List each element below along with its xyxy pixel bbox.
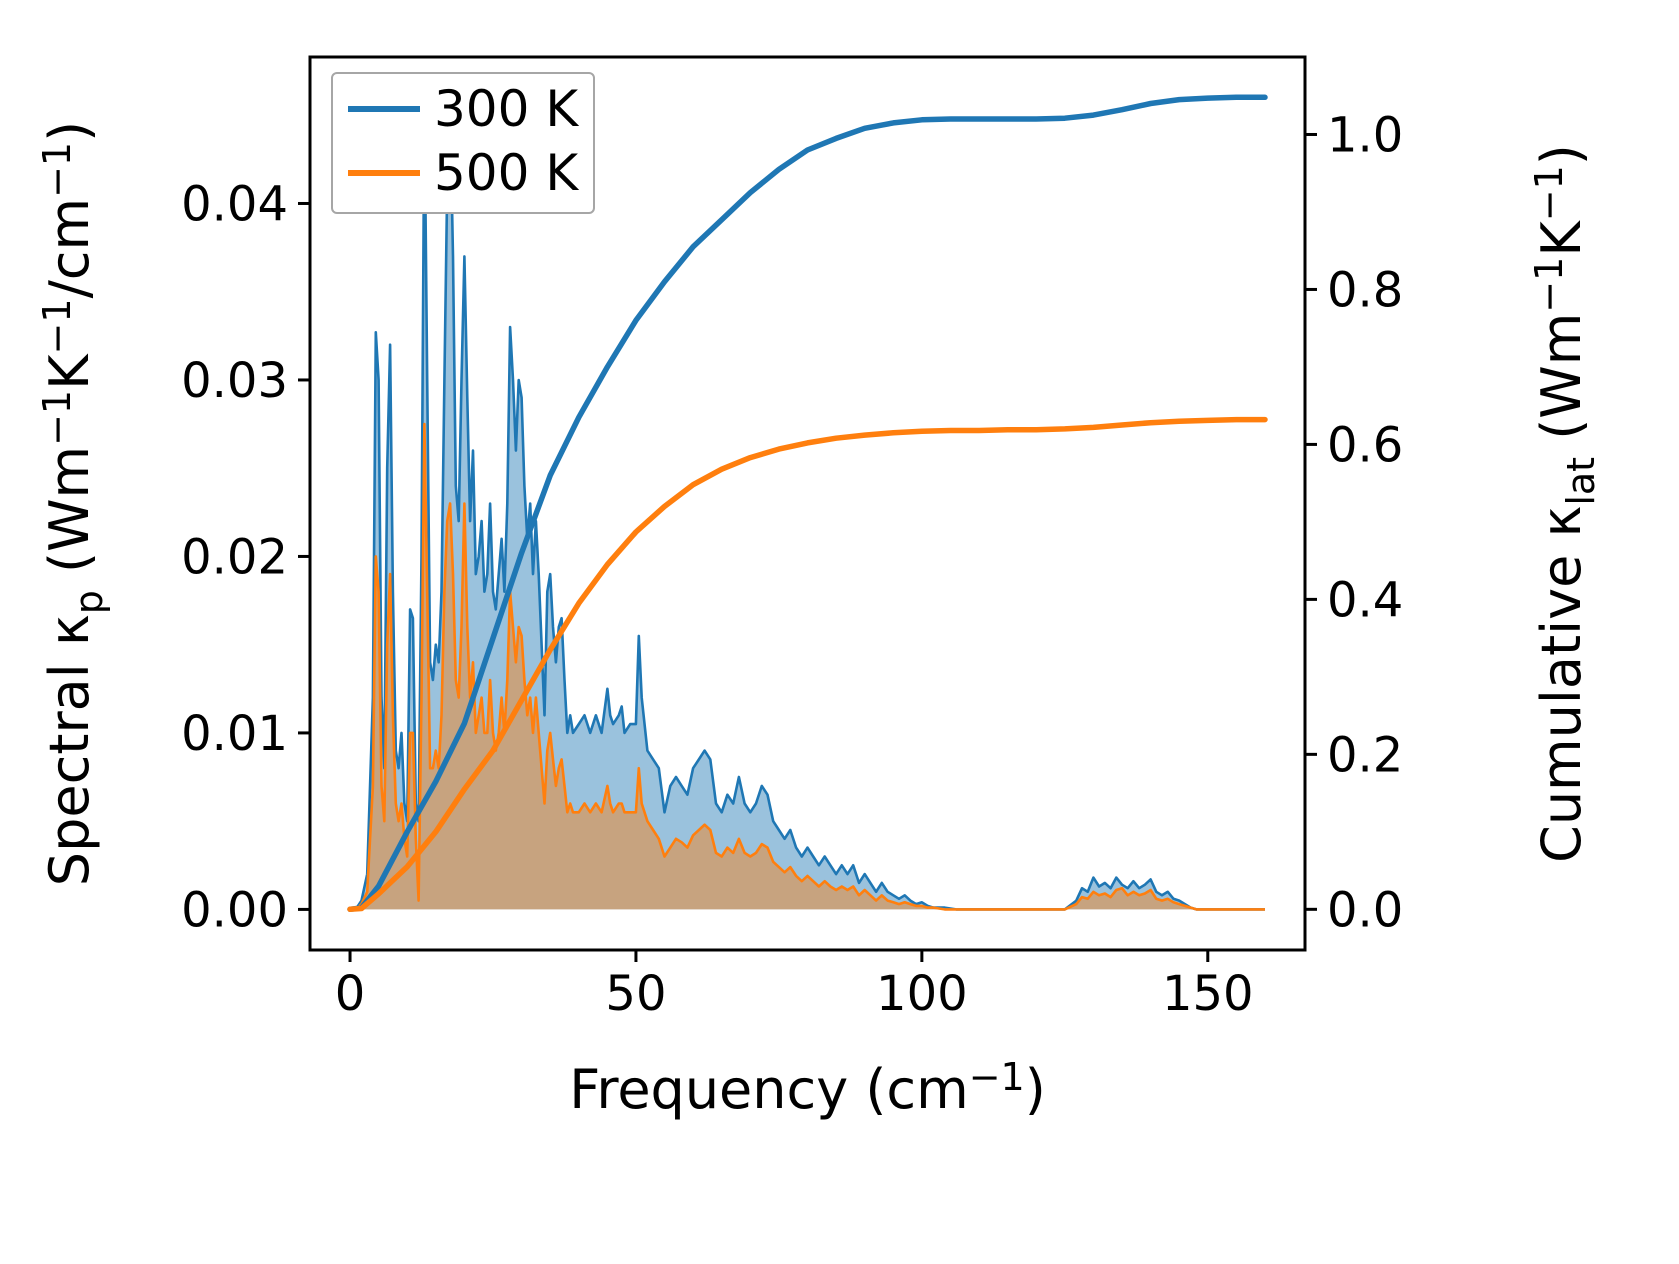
- axes-spines: [308, 55, 1307, 952]
- y-right-tick-label: 0.6: [1327, 417, 1403, 473]
- legend-label-500K: 500 K: [434, 144, 579, 202]
- legend: 300 K 500 K: [331, 72, 595, 214]
- y-left-tick-label: 0.01: [181, 706, 288, 762]
- y-left-tick-label: 0.02: [181, 529, 288, 585]
- spectral-line-500K: [350, 422, 1265, 911]
- x-axis-title: Frequency (cm−1): [569, 1055, 1046, 1121]
- y-left-axis-title: Spectral κp (Wm−1K−1/cm−1): [35, 121, 111, 886]
- y-right-tick-label: 1.0: [1327, 107, 1403, 163]
- plot-area: [347, 94, 1268, 913]
- x-tick-label: 150: [1162, 966, 1254, 1022]
- x-tick-label: 0: [335, 966, 366, 1022]
- x-tick-label: 100: [876, 966, 968, 1022]
- y-right-axis-title: Cumulative κlat (Wm−1K−1): [1527, 144, 1603, 863]
- y-right-tick-label: 0.0: [1327, 882, 1403, 938]
- y-right-tick-label: 0.2: [1327, 727, 1403, 783]
- x-tick-label: 50: [605, 966, 666, 1022]
- y-right-tick-label: 0.4: [1327, 572, 1403, 628]
- y-left-tick-label: 0.03: [181, 353, 288, 409]
- spectral-fill-500K: [350, 424, 1265, 910]
- legend-label-300K: 300 K: [434, 80, 579, 138]
- cumulative-line-500K: [347, 416, 1268, 913]
- y-left-tick-label: 0.00: [181, 882, 288, 938]
- y-left-tick-label: 0.04: [181, 176, 288, 232]
- y-right-tick-label: 0.8: [1327, 262, 1403, 318]
- cumulative-line-300K: [347, 94, 1268, 913]
